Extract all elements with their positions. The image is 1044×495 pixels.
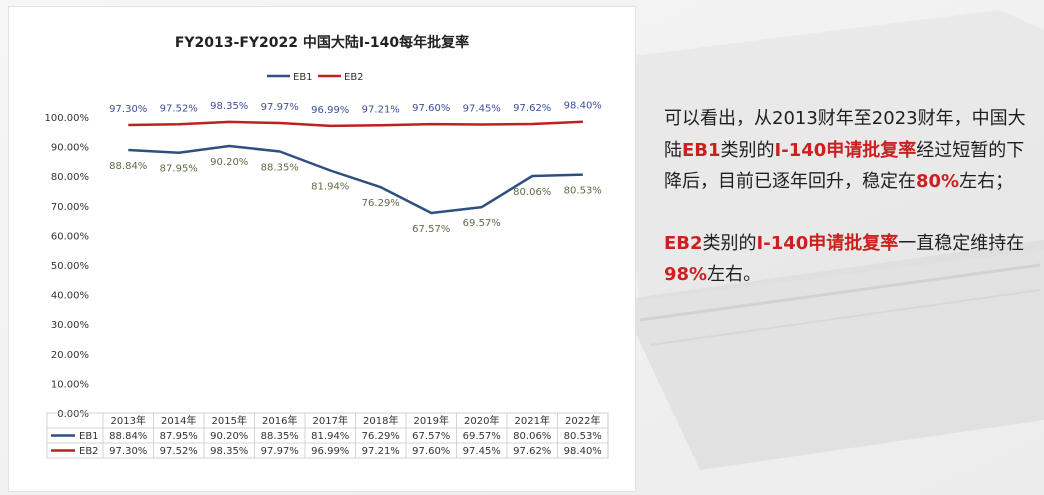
- data-label-eb2: 98.35%: [210, 101, 248, 112]
- table-cell: 97.97%: [261, 446, 299, 457]
- commentary-text: 经过短暂的下降后，目前已逐年回升，稳定在: [664, 139, 1025, 193]
- y-tick-label: 50.00%: [51, 261, 89, 272]
- table-header-year: 2014年: [161, 414, 196, 427]
- table-series-name-eb2: EB2: [79, 446, 99, 457]
- y-tick-label: 40.00%: [51, 291, 89, 302]
- table-cell: 97.30%: [109, 446, 147, 457]
- data-label-eb2: 98.40%: [564, 101, 602, 112]
- commentary-text: 类别的: [702, 232, 757, 254]
- table-header-year: 2020年: [464, 414, 499, 427]
- data-label-eb1: 80.53%: [564, 186, 602, 197]
- y-tick-label: 100.00%: [45, 113, 90, 124]
- table-cell: 90.20%: [210, 431, 248, 442]
- table-header-year: 2013年: [111, 414, 146, 427]
- legend-eb2-label: EB2: [344, 72, 364, 83]
- commentary-text: 可以看出，从2013财年至2023财年，中国大陆: [664, 108, 1026, 161]
- table-series-name-eb1: EB1: [79, 431, 99, 442]
- y-tick-label: 90.00%: [51, 143, 89, 154]
- legend: EB1 EB2: [267, 72, 364, 83]
- table-cell: 69.57%: [463, 431, 501, 442]
- commentary-panel: 可以看出，从2013财年至2023财年，中国大陆EB1类别的I-140申请批复率…: [664, 103, 1036, 321]
- chart-title: FY2013-FY2022 中国大陆I-140每年批复率: [175, 34, 469, 51]
- y-tick-label: 30.00%: [51, 320, 89, 331]
- table-cell: 98.40%: [564, 446, 602, 457]
- data-label-eb2: 97.21%: [362, 104, 400, 115]
- commentary-highlight: EB1: [682, 139, 721, 161]
- table-cell: 97.62%: [513, 446, 551, 457]
- y-tick-label: 10.00%: [51, 379, 89, 390]
- table-header-year: 2018年: [363, 414, 398, 427]
- data-label-eb2: 97.45%: [463, 104, 501, 115]
- data-labels: 88.84% 87.95% 90.20% 88.35% 81.94% 76.29% 67.5…: [109, 101, 602, 235]
- commentary-text: 左右。: [707, 264, 762, 285]
- table-header-year: 2016年: [262, 414, 297, 427]
- data-label-eb1: 80.06%: [513, 187, 551, 198]
- table-cell: 67.57%: [412, 431, 450, 442]
- data-table: 2013年 2014年 2015年 2016年 2017年 2018年 2019年 2020年…: [46, 412, 609, 459]
- legend-eb1-label: EB1: [293, 72, 313, 83]
- y-tick-label: 0.00%: [57, 409, 89, 420]
- data-label-eb1: 69.57%: [463, 218, 501, 229]
- commentary-text: 左右；: [959, 171, 1014, 192]
- y-tick-label: 70.00%: [51, 202, 89, 213]
- data-label-eb2: 97.62%: [513, 103, 551, 114]
- data-label-eb1: 88.84%: [109, 161, 147, 172]
- y-axis: 0.00% 10.00% 20.00% 30.00% 40.00% 50.00% 60.00…: [45, 113, 90, 420]
- table-cell: 76.29%: [362, 431, 400, 442]
- table-cell: 97.60%: [412, 446, 450, 457]
- data-label-eb1: 67.57%: [412, 224, 450, 235]
- series-line-eb1: [128, 144, 583, 215]
- table-cell: 87.95%: [160, 431, 198, 442]
- commentary-highlight: I-140申请批复率: [774, 139, 917, 161]
- commentary-text: 一直稳定维持在: [898, 232, 1025, 254]
- table-cell: 98.35%: [210, 446, 248, 457]
- table-header-year: 2017年: [313, 414, 348, 427]
- commentary-highlight: 98%: [664, 264, 708, 285]
- y-tick-label: 60.00%: [51, 231, 89, 242]
- plot-lines: [128, 120, 583, 215]
- commentary-paragraph-1: 可以看出，从2013财年至2023财年，中国大陆EB1类别的I-140申请批复率…: [664, 103, 1036, 198]
- table-cell: 88.84%: [109, 431, 147, 442]
- y-tick-label: 80.00%: [51, 172, 89, 183]
- commentary-text: 类别的: [720, 139, 775, 161]
- table-header-year: 2015年: [212, 414, 247, 427]
- table-cell: 88.35%: [261, 431, 299, 442]
- y-tick-label: 20.00%: [51, 350, 89, 361]
- data-label-eb1: 88.35%: [261, 162, 299, 173]
- table-cell: 96.99%: [311, 446, 349, 457]
- data-label-eb2: 96.99%: [311, 105, 349, 116]
- commentary-highlight: EB2: [664, 232, 703, 254]
- table-header-year: 2021年: [515, 414, 550, 427]
- data-label-eb1: 81.94%: [311, 181, 349, 192]
- data-label-eb2: 97.97%: [261, 102, 299, 113]
- table-cell: 80.06%: [513, 431, 551, 442]
- data-label-eb2: 97.52%: [160, 103, 198, 114]
- series-line-eb2: [128, 120, 583, 128]
- data-label-eb1: 76.29%: [362, 198, 400, 209]
- table-cell: 97.52%: [160, 446, 198, 457]
- data-label-eb2: 97.30%: [109, 104, 147, 115]
- commentary-highlight: 80%: [916, 171, 960, 192]
- table-cell: 97.45%: [463, 446, 501, 457]
- table-header-year: 2022年: [565, 414, 600, 427]
- chart-panel: FY2013-FY2022 中国大陆I-140每年批复率 EB1 EB2 0.0…: [8, 6, 636, 492]
- commentary-highlight: I-140申请批复率: [756, 232, 899, 254]
- table-cell: 81.94%: [311, 431, 349, 442]
- data-label-eb1: 87.95%: [160, 164, 198, 175]
- data-label-eb1: 90.20%: [210, 157, 248, 168]
- table-cell: 97.21%: [362, 446, 400, 457]
- table-cell: 80.53%: [564, 431, 602, 442]
- data-label-eb2: 97.60%: [412, 103, 450, 114]
- table-header-year: 2019年: [414, 414, 449, 427]
- commentary-paragraph-2: EB2类别的I-140申请批复率一直稳定维持在 98%左右。: [664, 228, 1036, 291]
